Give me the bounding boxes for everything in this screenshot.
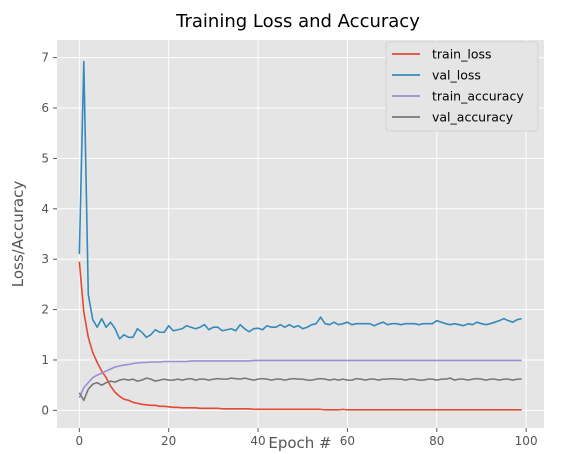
y-axis-ticks: 0 1 2 3 4 5 6 7 (41, 51, 57, 417)
x-tick-label: 0 (76, 434, 84, 448)
legend-box (385, 41, 539, 132)
legend-label-train-loss: train_loss (432, 47, 492, 62)
gridlines (57, 40, 544, 428)
y-tick-label: 3 (41, 252, 49, 266)
x-tick-label: 60 (340, 434, 355, 448)
y-tick-label: 5 (41, 151, 49, 165)
chart-title: Training Loss and Accuracy (175, 11, 420, 32)
legend: train_loss val_loss train_accuracy val_accu… (385, 41, 539, 132)
x-axis-ticks: 0 20 40 60 80 100 (76, 428, 538, 448)
x-tick-label: 20 (161, 434, 176, 448)
series-line-train-accuracy (78, 359, 522, 399)
legend-label-train-accuracy: train_accuracy (432, 89, 524, 104)
y-tick-label: 4 (41, 202, 49, 216)
x-tick-label: 40 (250, 434, 265, 448)
x-axis-label: Epoch # (268, 434, 331, 452)
y-axis-label: Loss/Accuracy (9, 181, 27, 288)
y-tick-label: 6 (41, 101, 49, 115)
series-line-val-accuracy (78, 377, 522, 402)
legend-label-val-loss: val_loss (432, 68, 481, 83)
legend-label-val-accuracy: val_accuracy (432, 110, 514, 125)
x-tick-label: 80 (429, 434, 444, 448)
y-tick-label: 1 (41, 353, 49, 367)
series-line-val-loss (78, 60, 522, 340)
series-lines (78, 60, 522, 411)
x-tick-label: 100 (515, 434, 538, 448)
series-line-train-loss (78, 261, 522, 411)
y-tick-label: 7 (41, 51, 49, 65)
y-tick-label: 0 (41, 403, 49, 417)
y-tick-label: 2 (41, 303, 49, 317)
